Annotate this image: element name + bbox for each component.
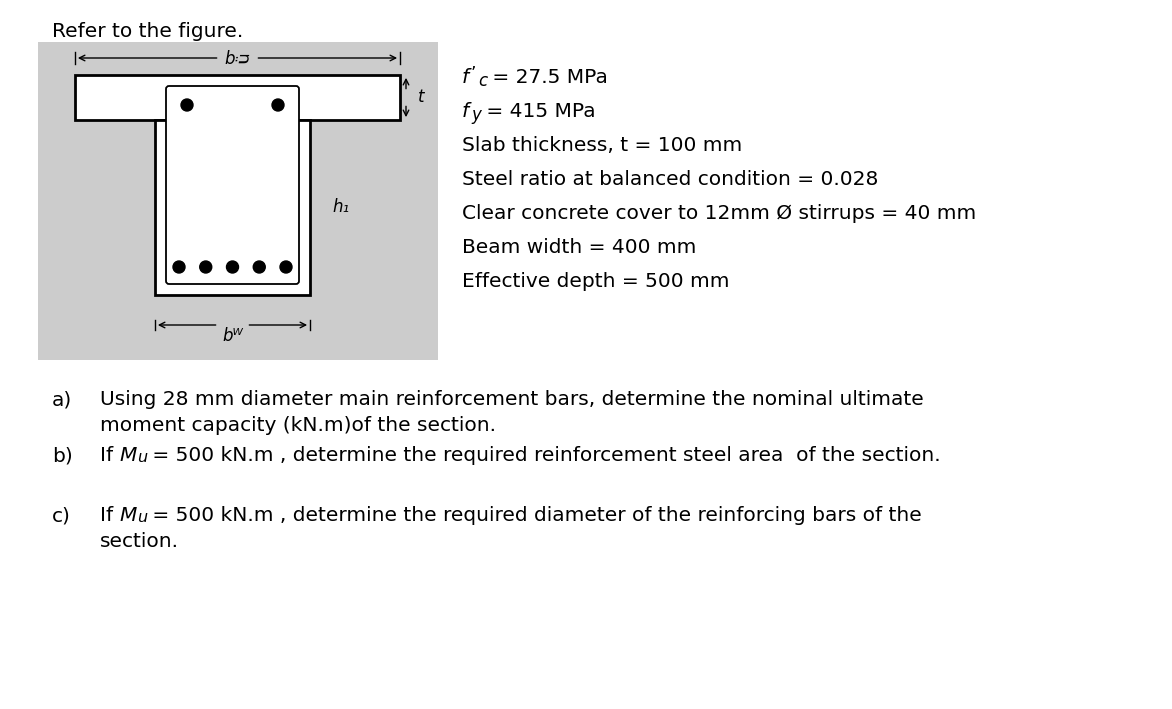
Text: Effective depth = 500 mm: Effective depth = 500 mm [462,272,729,291]
Text: Refer to the figure.: Refer to the figure. [52,22,244,41]
Text: t: t [418,89,424,106]
Text: = 500 kN.m , determine the required diameter of the reinforcing bars of the: = 500 kN.m , determine the required diam… [145,506,921,525]
Text: Steel ratio at balanced condition = 0.028: Steel ratio at balanced condition = 0.02… [462,170,878,189]
FancyBboxPatch shape [166,86,299,284]
Bar [155,120,311,295]
Text: = 500 kN.m , determine the required reinforcement steel area  of the section.: = 500 kN.m , determine the required rein… [145,446,940,465]
Text: Clear concrete cover to 12mm Ø stirrups = 40 mm: Clear concrete cover to 12mm Ø stirrups … [462,204,976,223]
Text: If: If [100,446,120,465]
Text: = 27.5 MPa: = 27.5 MPa [486,68,608,87]
Text: u: u [137,510,146,525]
Text: section.: section. [100,532,179,551]
Circle shape [173,261,185,273]
Bar [75,75,400,120]
Text: f: f [462,68,469,87]
Circle shape [253,261,265,273]
Text: bᵂ: bᵂ [222,327,243,345]
Circle shape [226,261,238,273]
Text: y: y [471,106,481,124]
Text: b): b) [52,446,73,465]
Text: M: M [120,446,137,465]
Text: If: If [100,506,120,525]
Text: f: f [462,102,469,121]
Text: h₁: h₁ [332,199,349,216]
Text: Using 28 mm diameter main reinforcement bars, determine the nominal ultimate: Using 28 mm diameter main reinforcement … [100,390,924,409]
Circle shape [272,99,284,111]
Text: Beam width = 400 mm: Beam width = 400 mm [462,238,696,257]
Circle shape [280,261,292,273]
Text: M: M [120,506,137,525]
Text: moment capacity (kN.m)of the section.: moment capacity (kN.m)of the section. [100,416,496,435]
Circle shape [199,261,212,273]
Text: = 415 MPa: = 415 MPa [481,102,595,121]
Text: u: u [137,450,146,465]
Circle shape [180,99,193,111]
Text: c): c) [52,506,70,525]
Text: Slab thickness, t = 100 mm: Slab thickness, t = 100 mm [462,136,742,155]
Bar [38,42,438,360]
Text: bᴞ: bᴞ [224,50,251,68]
Text: c: c [478,72,488,90]
Text: a): a) [52,390,73,409]
Text: ’: ’ [471,65,476,83]
